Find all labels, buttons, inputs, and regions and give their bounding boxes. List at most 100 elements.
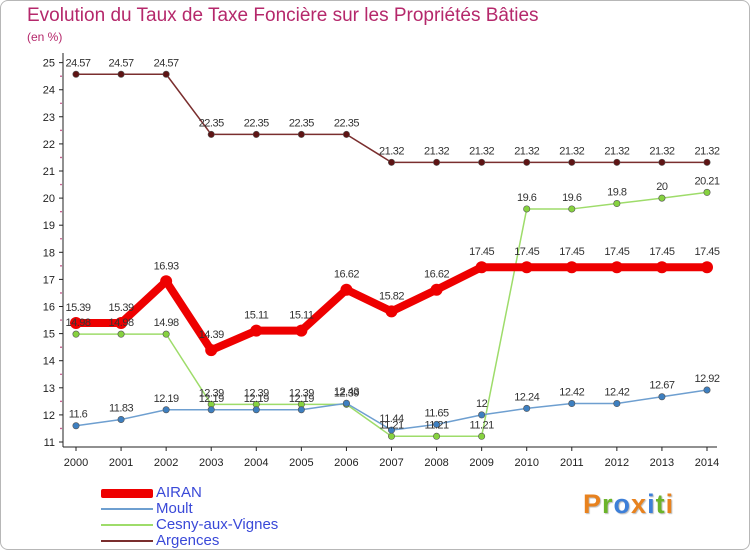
value-label: 17.45 — [469, 246, 494, 258]
y-tick-label: 13 — [43, 383, 55, 395]
logo-letter: o — [613, 489, 632, 519]
legend-label: Moult — [156, 500, 193, 517]
data-point — [433, 432, 441, 440]
value-label: 12.67 — [649, 380, 674, 392]
y-minor-tick — [60, 156, 62, 159]
value-label: 11.83 — [109, 403, 134, 415]
data-point — [478, 158, 486, 166]
value-label: 16.93 — [154, 260, 179, 272]
data-point — [387, 432, 395, 440]
value-label: 11.65 — [424, 407, 449, 419]
value-label: 12.19 — [154, 393, 179, 405]
value-label: 17.45 — [694, 246, 719, 258]
data-point — [252, 406, 260, 414]
data-point — [478, 432, 486, 440]
y-tick-label: 20 — [43, 193, 55, 205]
data-point — [117, 70, 125, 78]
data-point — [610, 261, 623, 274]
y-minor-tick — [60, 427, 62, 430]
legend-label: AIRAN — [156, 484, 202, 501]
value-label: 24.57 — [154, 57, 179, 69]
x-tick-label: 2002 — [154, 457, 178, 469]
x-tick-label: 2004 — [244, 457, 268, 469]
data-point — [342, 130, 350, 138]
data-point — [207, 130, 215, 138]
value-label: 15.11 — [289, 310, 314, 322]
data-point — [72, 70, 80, 78]
value-label: 21.32 — [379, 145, 404, 157]
y-minor-tick — [60, 237, 62, 240]
value-label: 14.39 — [199, 329, 224, 341]
value-label: 11.21 — [470, 419, 495, 431]
y-tick-label: 19 — [43, 220, 55, 232]
data-point — [433, 158, 441, 166]
value-label: 24.57 — [65, 57, 90, 69]
value-label: 15.82 — [379, 290, 404, 302]
data-point — [523, 158, 531, 166]
logo-letter: t — [655, 489, 666, 519]
proxiti-logo: Proxiti — [583, 489, 674, 520]
data-point — [703, 188, 711, 196]
value-labels: 15.39 15.39 16.93 14.39 15.11 15.11 16.62 15.82… — [65, 57, 720, 431]
data-point — [658, 393, 666, 401]
data-point — [523, 205, 531, 213]
value-label: 12.19 — [289, 393, 314, 405]
value-label: 14.98 — [65, 317, 90, 329]
x-tick-label: 2010 — [514, 457, 538, 469]
y-minor-tick — [60, 400, 62, 403]
value-label: 12.92 — [694, 373, 719, 385]
y-tick-label: 17 — [43, 274, 55, 286]
legend-swatch — [101, 540, 153, 542]
y-minor-tick — [60, 292, 62, 294]
data-point — [387, 426, 395, 434]
legend-swatch — [101, 489, 153, 498]
data-point — [387, 158, 395, 166]
value-label: 20.21 — [694, 175, 719, 187]
value-label: 11.6 — [69, 409, 88, 421]
y-tick-label: 16 — [43, 302, 55, 314]
y-tick-label: 23 — [43, 112, 55, 124]
x-tick-label: 2013 — [650, 457, 674, 469]
value-label: 12.24 — [514, 391, 539, 403]
x-tick-label: 2009 — [469, 457, 493, 469]
legend-label: Cesny-aux-Vignes — [156, 516, 279, 533]
data-point — [117, 330, 125, 338]
value-label: 14.98 — [109, 317, 134, 329]
data-point — [613, 200, 621, 208]
value-label: 22.35 — [199, 117, 224, 129]
y-tick-label: 22 — [43, 139, 55, 151]
value-label: 12.39 — [334, 387, 359, 399]
data-point — [703, 386, 711, 394]
x-tick-label: 2008 — [424, 457, 448, 469]
data-point — [658, 194, 666, 202]
y-minor-tick — [60, 102, 62, 105]
y-tick-label: 25 — [43, 58, 55, 70]
data-point — [701, 261, 713, 274]
data-point — [703, 158, 711, 166]
axes: 11 12 13 14 15 16 17 18 19 20 21 22 23 24 25 2000 2001 20… — [43, 53, 719, 469]
value-label: 19.6 — [517, 192, 537, 204]
legend-label: Argences — [156, 532, 220, 549]
data-point — [475, 261, 488, 274]
value-label: 12.39 — [289, 387, 314, 399]
data-point — [295, 324, 308, 337]
value-label: 24.57 — [109, 57, 134, 69]
y-minor-tick — [60, 265, 62, 267]
legend-swatch — [101, 508, 153, 510]
value-label: 11.21 — [424, 419, 449, 431]
value-label: 21.32 — [514, 145, 539, 157]
data-point — [523, 404, 531, 412]
series-layer — [70, 70, 713, 440]
logo-letter: i — [665, 489, 675, 519]
value-label: 16.62 — [334, 269, 359, 281]
x-tick-label: 2003 — [199, 457, 223, 469]
value-label: 21.32 — [694, 145, 719, 157]
value-label: 12.39 — [244, 387, 269, 399]
value-label: 15.39 — [65, 302, 90, 314]
x-tick-label: 2005 — [289, 457, 313, 469]
y-tick-label: 24 — [43, 85, 55, 97]
value-label: 21.32 — [469, 145, 494, 157]
x-tick-label: 2006 — [334, 457, 358, 469]
